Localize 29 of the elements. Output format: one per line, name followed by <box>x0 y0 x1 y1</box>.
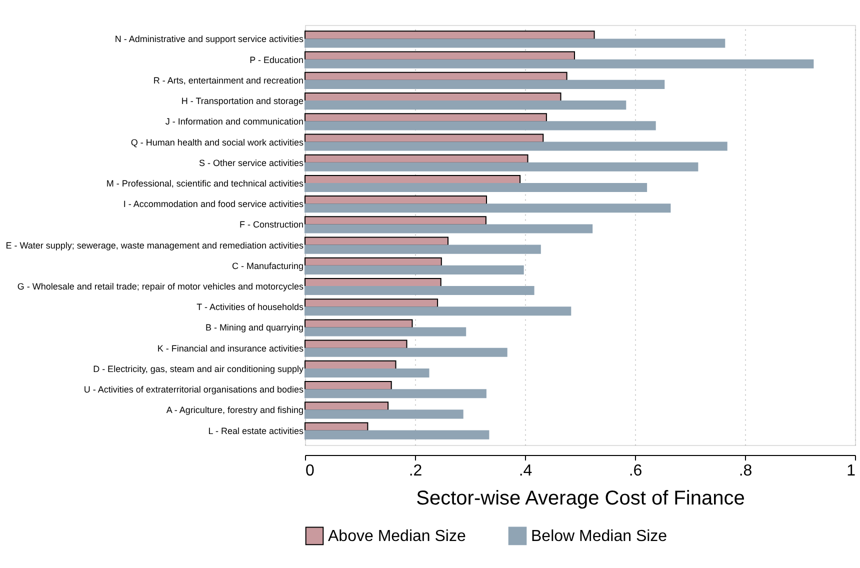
x-tick-label: 1 <box>846 462 856 480</box>
y-tick-label: I - Accommodation and food service activities <box>123 199 304 210</box>
y-tick-label: N - Administrative and support service activities <box>114 34 304 44</box>
y-tick-label: C - Manufacturing <box>232 260 304 271</box>
y-tick-label: T - Activities of households <box>196 302 304 312</box>
x-tick-label: .6 <box>628 462 642 480</box>
x-tick-label: .4 <box>518 462 532 480</box>
legend-label: Below Median Size <box>531 528 668 545</box>
y-tick-label: M - Professional, scientific and technical activities <box>106 178 304 188</box>
y-tick-label: Q - Human health and social work activities <box>130 137 304 148</box>
x-tick-label: .8 <box>738 462 752 480</box>
y-tick-label: A - Agriculture, forestry and fishing <box>166 405 304 416</box>
y-tick-label: G - Wholesale and retail trade; repair of motor vehicles and motorcycles <box>17 282 304 292</box>
y-tick-label: F - Construction <box>239 220 304 230</box>
x-tick-label: 0 <box>306 462 314 480</box>
y-tick-label: R - Arts, entertainment and recreation <box>153 75 304 86</box>
y-tick-label: L - Real estate activities <box>208 426 304 436</box>
y-tick-label: P - Education <box>250 54 304 65</box>
y-tick-label: B - Mining and quarrying <box>205 322 304 333</box>
x-tick-label: .2 <box>408 462 422 480</box>
y-tick-label: J - Information and communication <box>165 116 304 127</box>
y-tick-label: K - Financial and insurance activities <box>157 343 304 354</box>
y-tick-label: D - Electricity, gas, steam and air conditioning supply <box>93 364 304 374</box>
legend-label: Above Median Size <box>328 528 466 545</box>
x-axis-title: Sector-wise Average Cost of Finance <box>416 488 745 510</box>
y-tick-label: E - Water supply; sewerage, waste management and remediation activities <box>6 240 304 250</box>
y-tick-label: H - Transportation and storage <box>181 96 304 106</box>
y-tick-label: U - Activities of extraterritorial organisations and bodies <box>84 384 304 395</box>
y-tick-label: S - Other service activities <box>198 158 304 168</box>
